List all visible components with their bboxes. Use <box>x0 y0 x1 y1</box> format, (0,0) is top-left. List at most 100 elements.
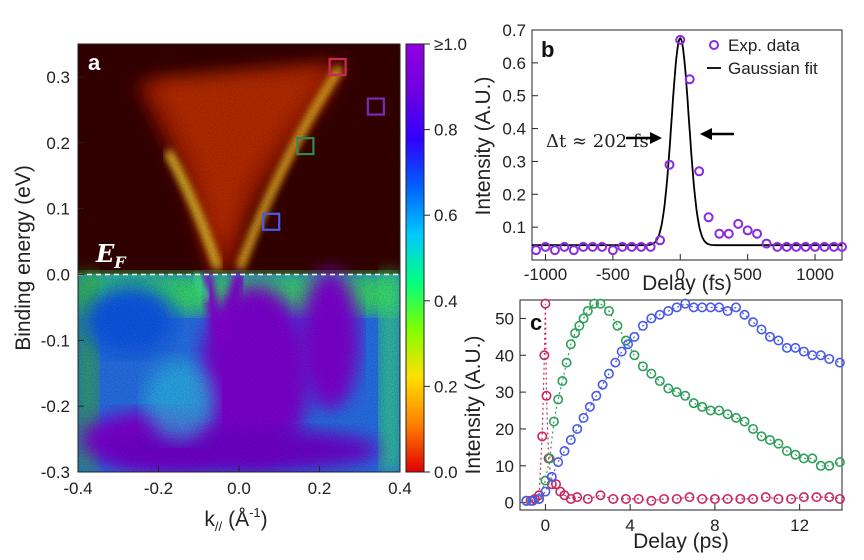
panel-c-frame <box>519 299 843 511</box>
momentum-marker <box>328 57 347 77</box>
panel-b-pulse-profile: -1000 -500 0 500 1000 0.1 0.2 0.3 0.4 0.5 0.6 0.7 b… <box>472 21 847 295</box>
dynamics-data-point <box>764 434 775 445</box>
dynamics-data-point <box>616 346 627 357</box>
dynamics-data-point <box>671 387 682 398</box>
panel-a-ytick-label: -0.1 <box>41 331 70 350</box>
dynamics-data-point <box>595 298 606 309</box>
dynamics-data-point <box>557 376 568 387</box>
dynamics-data-point <box>629 331 640 342</box>
dynamics-data-point <box>798 492 809 503</box>
dynamics-data-point <box>748 317 759 328</box>
dynamics-data-point <box>612 320 623 331</box>
dynamics-data-point <box>671 493 682 504</box>
dynamics-data-point <box>565 493 576 504</box>
panel-a-ylabel: Binding energy (eV) <box>12 165 35 351</box>
panel-b-xtick-label: 1000 <box>796 265 834 284</box>
dynamics-data-point <box>815 460 826 471</box>
exp-data-point <box>733 218 744 229</box>
dynamics-data-point <box>798 453 809 464</box>
exp-data-point <box>645 241 656 252</box>
panel-b-ytick-label: 0.2 <box>502 185 526 204</box>
panel-a-xtick-label: 0.0 <box>227 479 251 498</box>
colorbar-tick-label: 0.6 <box>434 206 458 225</box>
dynamics-data-point <box>540 486 551 497</box>
dynamics-data-point <box>578 412 589 423</box>
dynamics-data-point <box>574 320 585 331</box>
dynamics-data-point <box>603 368 614 379</box>
dynamics-data-point <box>756 431 767 442</box>
dynamics-data-point <box>815 350 826 361</box>
dynamics-data-point <box>551 479 562 490</box>
dynamics-series-line <box>526 303 841 502</box>
panel-c-ytick-label: 40 <box>495 346 514 365</box>
panel-b-ytick-label: 0.1 <box>502 218 526 237</box>
panel-a-xtick-label: 0.2 <box>308 479 332 498</box>
momentum-marker <box>296 136 315 156</box>
panel-c-xlabel: Delay (ps) <box>633 530 729 553</box>
dynamics-data-point <box>620 493 631 504</box>
dynamics-data-point <box>646 313 657 324</box>
dynamics-data-point <box>582 306 593 317</box>
dynamics-data-point <box>834 493 845 504</box>
legend-gaussian-fit: Gaussian fit <box>728 59 818 78</box>
exp-data-point <box>828 241 839 252</box>
dynamics-data-point <box>540 298 551 309</box>
panel-b-ytick-label: 0.7 <box>502 21 526 40</box>
dynamics-data-point <box>582 493 593 504</box>
fwhm-arrows <box>626 128 734 144</box>
dynamics-data-point <box>646 368 657 379</box>
panel-c-xtick-label: 8 <box>710 516 719 535</box>
dynamics-data-point <box>714 405 725 416</box>
dynamics-data-point <box>553 394 564 405</box>
dynamics-data-point <box>781 446 792 457</box>
dynamics-data-point <box>709 493 720 504</box>
exp-data-point <box>540 241 551 252</box>
dynamics-data-point <box>760 492 771 503</box>
dynamics-data-point <box>786 493 797 504</box>
dynamics-data-point <box>654 309 665 320</box>
dynamics-data-point <box>688 398 699 409</box>
panel-a-xtick-label: -0.2 <box>144 479 173 498</box>
colorbar-tick-label: 0.8 <box>434 121 458 140</box>
colorbar: 0.0 0.2 0.4 0.6 0.8 ≥1.0 <box>405 35 467 482</box>
dynamics-data-point <box>603 306 614 317</box>
momentum-marker <box>262 212 281 231</box>
panel-b-xtick-label: -500 <box>596 265 630 284</box>
exp-data-point <box>810 241 821 252</box>
dynamics-data-point <box>565 339 576 350</box>
exp-data-point <box>791 241 802 252</box>
exp-data-point <box>655 235 666 246</box>
dynamics-data-point <box>824 492 835 503</box>
dynamics-data-point <box>546 471 557 482</box>
dynamics-data-point <box>633 493 644 504</box>
exp-data-point <box>568 245 579 256</box>
exp-data-point <box>559 241 570 252</box>
fermi-level-label: EF <box>95 239 127 272</box>
arrow-right-head <box>700 128 712 140</box>
exp-data-point <box>761 238 772 249</box>
panel-b-ytick-label: 0.6 <box>502 54 526 73</box>
dynamics-data-point <box>561 357 572 368</box>
dynamics-data-point <box>824 353 835 364</box>
dynamics-data-point <box>537 431 548 442</box>
dynamics-data-point <box>572 423 583 434</box>
dynamics-data-point <box>539 350 550 361</box>
panel-b-ytick-label: 0.3 <box>502 152 526 171</box>
dynamics-data-point <box>834 357 845 368</box>
exp-data-point <box>607 245 618 256</box>
exp-data-point <box>714 228 725 239</box>
panel-c-ytick-label: 20 <box>495 420 514 439</box>
dynamics-data-point <box>697 493 708 504</box>
exp-data-point <box>664 159 675 170</box>
dynamics-data-point <box>663 306 674 317</box>
dynamics-series-line <box>526 303 841 502</box>
panel-label-a: a <box>88 50 101 75</box>
dynamics-data-point <box>790 342 801 353</box>
panel-b-xlabel: Delay (fs) <box>642 272 732 295</box>
panel-b-xtick-label: 0 <box>676 265 685 284</box>
exp-data-point <box>531 245 542 256</box>
exp-data-point <box>781 241 792 252</box>
fwhm-annotation: Δt ≈ 202 fs <box>546 131 649 152</box>
dynamics-data-point <box>756 324 767 335</box>
